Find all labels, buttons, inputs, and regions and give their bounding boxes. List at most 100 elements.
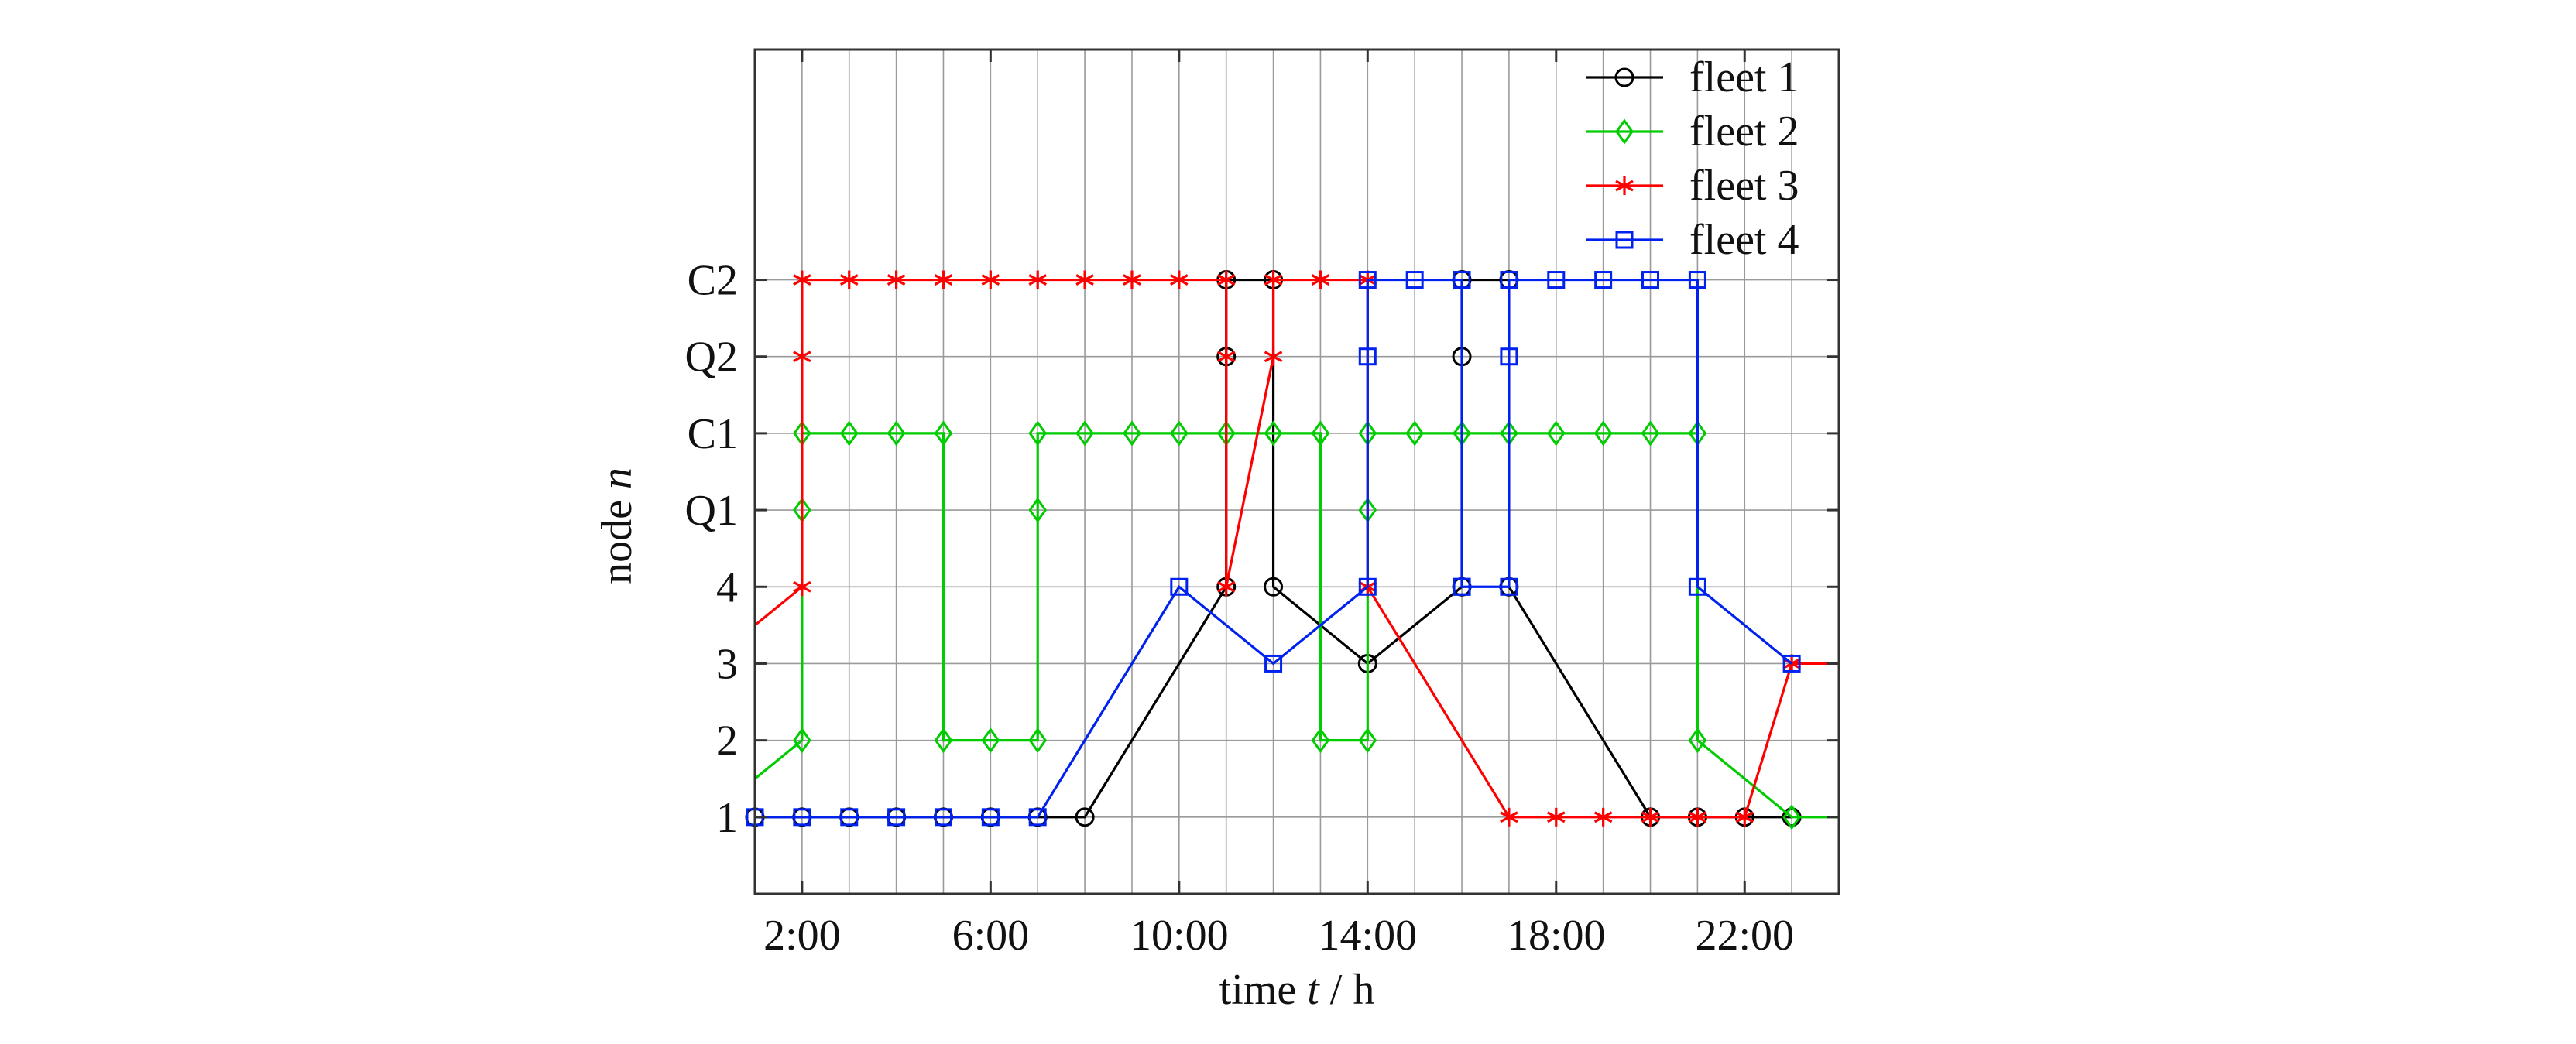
series-group	[745, 270, 1839, 830]
legend-item: fleet 3	[1586, 162, 1799, 210]
data-point	[1546, 420, 1566, 447]
data-point	[793, 577, 811, 597]
data-point	[1264, 420, 1283, 447]
grid	[755, 50, 1839, 894]
x-tick-label: 14:00	[1319, 912, 1418, 960]
x-tick-label: 10:00	[1130, 912, 1229, 960]
data-point	[1688, 727, 1707, 754]
data-point	[1123, 420, 1141, 447]
series-line	[753, 432, 1839, 819]
data-point	[1594, 271, 1613, 289]
data-point	[934, 420, 953, 447]
data-point	[934, 727, 953, 754]
data-point	[1641, 271, 1660, 289]
series-line	[753, 278, 1839, 819]
data-point	[1615, 231, 1634, 249]
data-point	[1500, 577, 1518, 596]
data-point	[839, 420, 859, 447]
legend-label: fleet 1	[1689, 53, 1799, 101]
series-fleet-4	[746, 271, 1801, 827]
data-point	[1170, 270, 1189, 289]
legend-item: fleet 2	[1586, 108, 1799, 156]
data-point	[1782, 654, 1801, 673]
y-tick-label: Q2	[685, 334, 738, 382]
data-point	[1547, 271, 1566, 289]
legend-item: fleet 4	[1586, 216, 1799, 264]
data-point	[887, 808, 906, 827]
y-tick-label: C2	[688, 257, 738, 305]
data-point	[981, 727, 1000, 754]
data-point	[1264, 347, 1283, 366]
data-point	[840, 808, 859, 827]
data-point	[1500, 807, 1518, 827]
data-point	[1688, 577, 1706, 596]
data-point	[1735, 807, 1754, 827]
data-point	[1500, 271, 1518, 289]
data-point	[1453, 577, 1471, 596]
tick-labels: 2:00 6:00 10:00 14:00 18:00 22:00 1 2 3 4 Q1 C1 Q2 C2	[685, 50, 1839, 960]
x-tick-label: 22:00	[1695, 912, 1794, 960]
x-tick-label: 18:00	[1507, 912, 1606, 960]
data-point	[1028, 808, 1047, 827]
data-point	[1688, 271, 1706, 289]
data-point	[1123, 270, 1141, 289]
legend: fleet 1 fleet 2 fleet 3 fleet 4	[1586, 53, 1799, 264]
data-point	[887, 420, 906, 447]
data-point	[1264, 270, 1283, 289]
data-point	[1264, 654, 1283, 673]
data-point	[1075, 420, 1094, 447]
data-point	[1615, 118, 1634, 145]
data-point	[1311, 420, 1330, 447]
data-point	[1500, 347, 1518, 366]
data-point	[1593, 807, 1613, 827]
data-point	[1075, 807, 1095, 827]
data-point	[1358, 271, 1377, 289]
data-point	[1615, 176, 1634, 195]
x-axis-title: time t / h	[1219, 966, 1375, 1014]
data-point	[793, 808, 811, 827]
legend-label: fleet 3	[1689, 162, 1799, 210]
data-point	[1216, 577, 1236, 597]
data-point	[1782, 804, 1801, 830]
data-point	[1614, 67, 1634, 87]
data-point	[1641, 420, 1660, 447]
data-point	[1358, 347, 1377, 366]
y-tick-label: C1	[688, 410, 738, 458]
y-tick-label: 1	[716, 794, 738, 842]
data-point	[1028, 497, 1048, 523]
data-point	[1358, 577, 1377, 596]
data-point	[934, 270, 953, 289]
legend-label: fleet 2	[1689, 108, 1799, 156]
data-point	[839, 270, 859, 289]
data-point	[1264, 577, 1284, 597]
data-point	[793, 347, 811, 366]
data-point	[1169, 420, 1189, 447]
data-point	[981, 270, 1000, 289]
data-point	[1216, 270, 1236, 289]
data-point	[1593, 420, 1613, 447]
data-point	[934, 808, 952, 827]
data-point	[981, 808, 1000, 827]
legend-item: fleet 1	[1586, 53, 1799, 101]
data-point	[1311, 727, 1330, 754]
data-point	[887, 270, 906, 289]
y-tick-label: 3	[716, 640, 738, 688]
y-tick-label: Q1	[685, 487, 738, 535]
data-point	[1075, 270, 1094, 289]
data-point	[1547, 807, 1566, 827]
data-point	[793, 727, 811, 754]
data-point	[1028, 727, 1048, 754]
legend-label: fleet 4	[1689, 216, 1799, 264]
data-point	[1358, 727, 1377, 754]
data-point	[1453, 271, 1471, 289]
data-point	[1170, 577, 1189, 596]
x-tick-label: 2:00	[763, 912, 841, 960]
series-fleet-2	[753, 420, 1839, 830]
data-point	[1405, 271, 1424, 289]
data-point	[1028, 270, 1047, 289]
data-point	[1028, 420, 1048, 447]
data-point	[1311, 270, 1330, 289]
data-point	[1405, 420, 1425, 447]
data-point	[1688, 807, 1707, 827]
